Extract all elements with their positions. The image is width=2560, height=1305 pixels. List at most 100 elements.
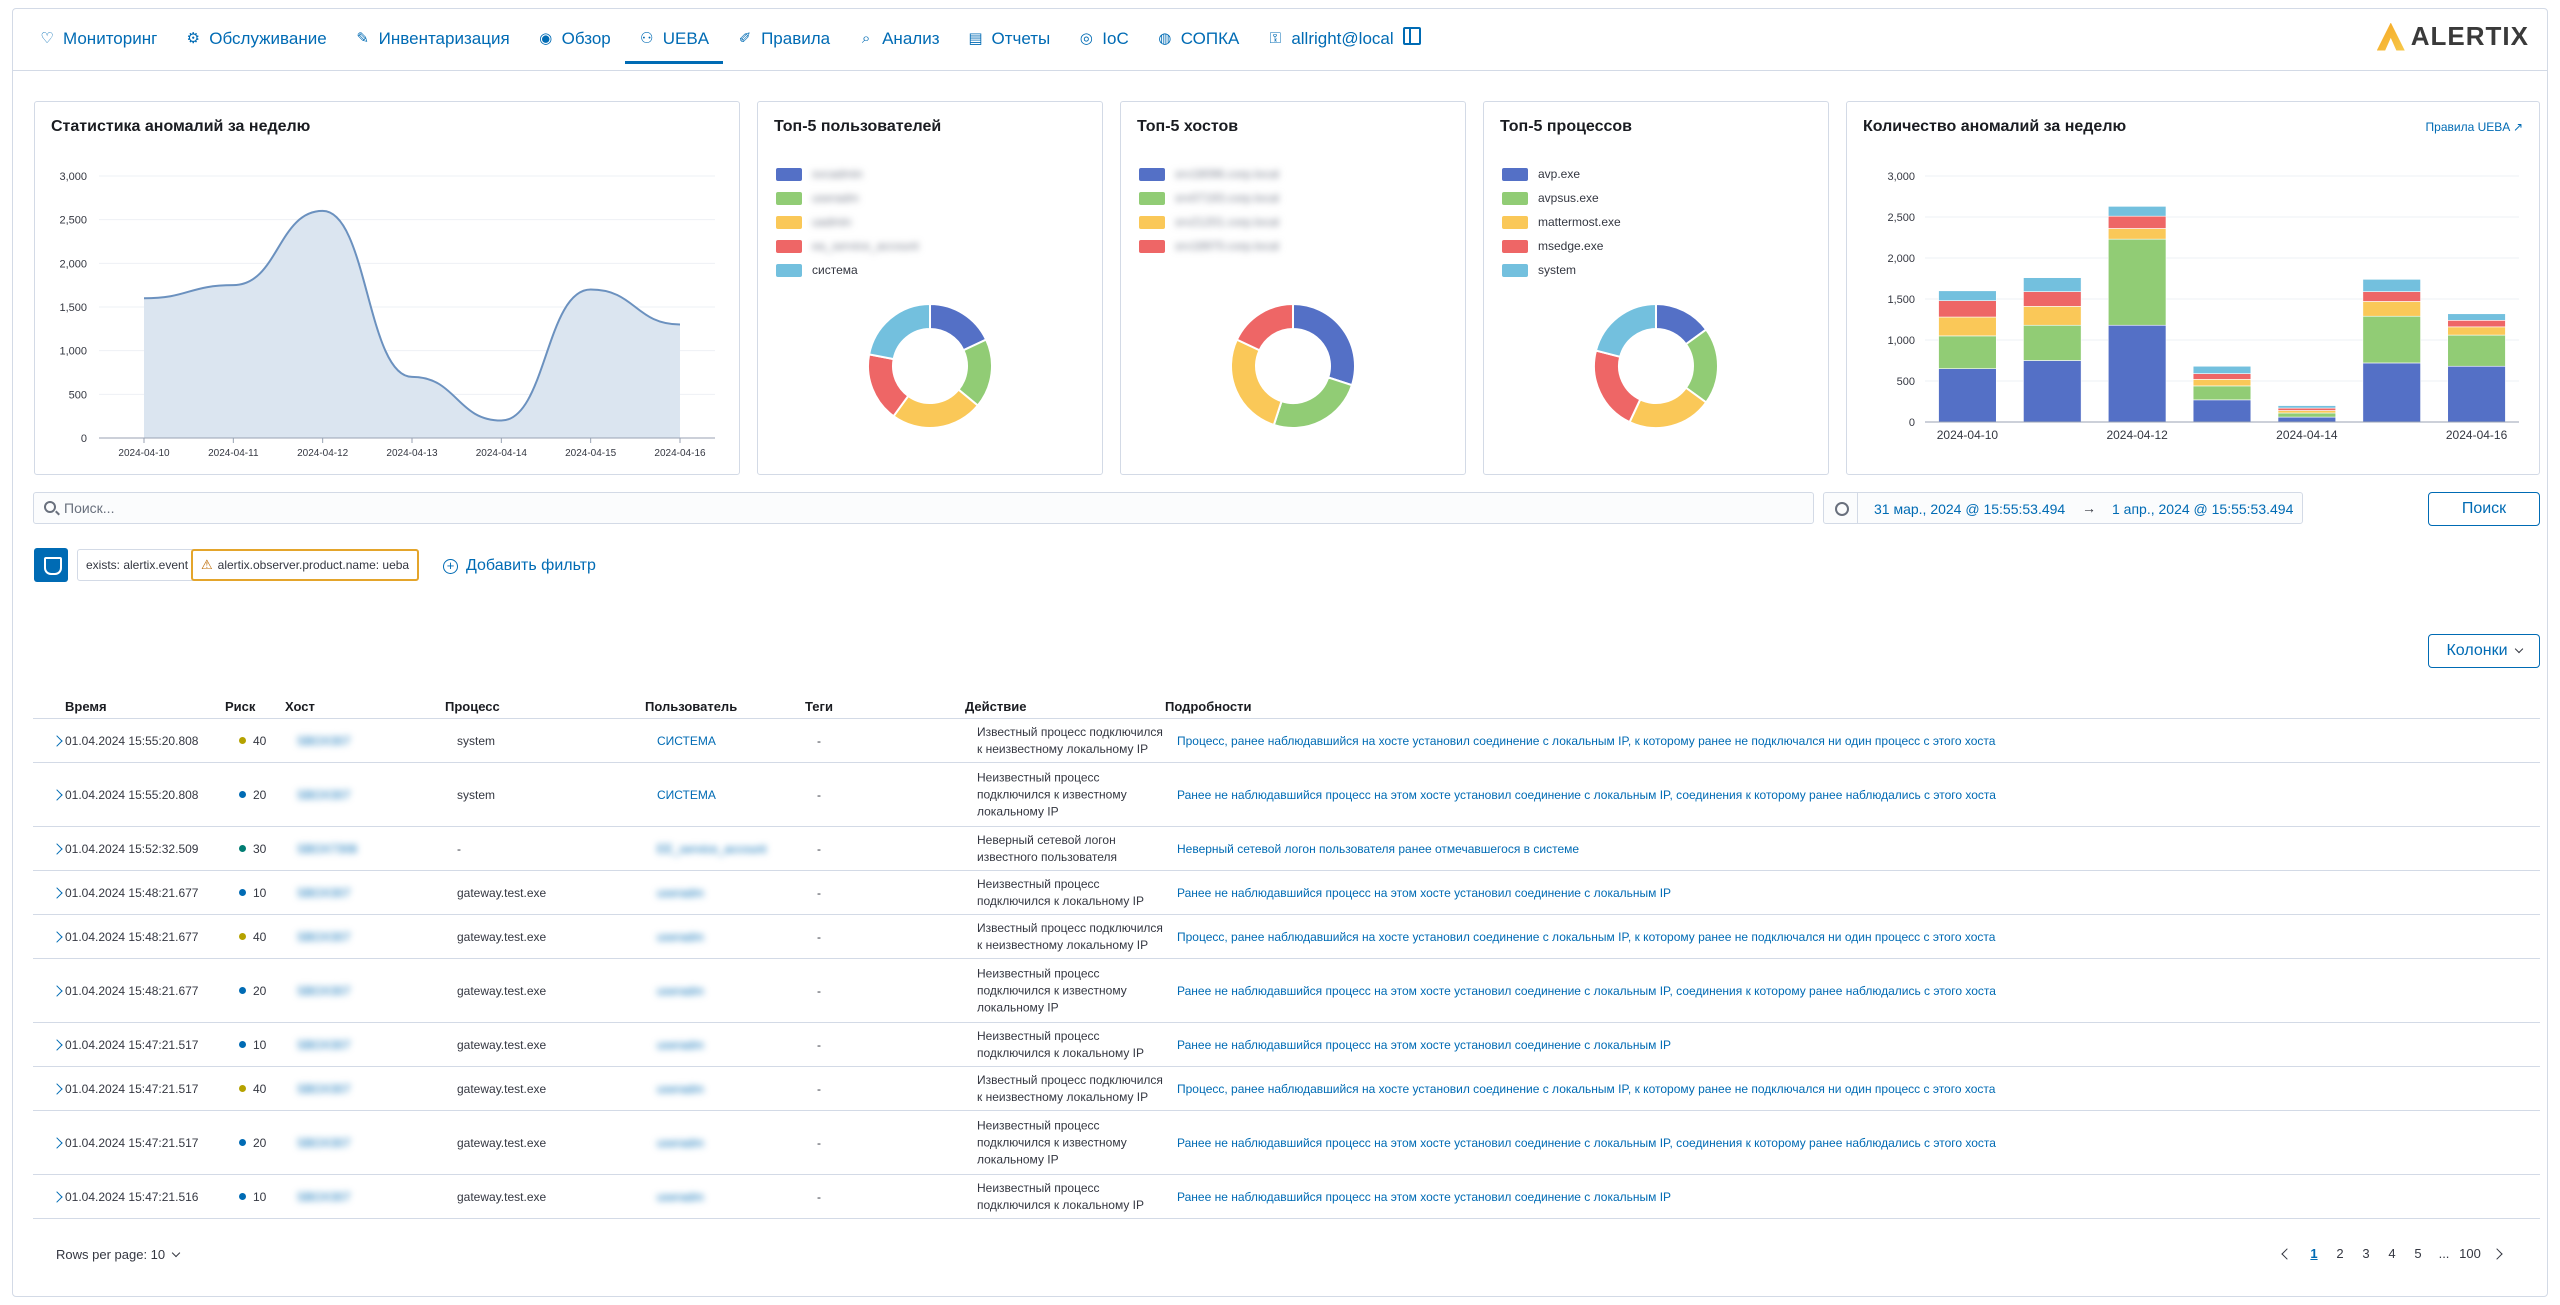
cell-details[interactable]: Ранее не наблюдавшийся процесс на этом х… (1177, 1189, 1672, 1204)
cell-user[interactable]: СИСТЕМА (657, 787, 716, 802)
legend-item[interactable]: avpsus.exe (1502, 186, 1621, 210)
nav-tab-9[interactable]: ◍ СОПКА (1143, 25, 1254, 64)
page-link[interactable]: 3 (2362, 1246, 2370, 1261)
cell-host[interactable]: SBOX307 (297, 1037, 351, 1052)
nav-tab-4[interactable]: ⚇ UEBA (624, 25, 724, 64)
table-row[interactable]: 01.04.2024 15:48:21.677 20 SBOX307 gatew… (33, 959, 2540, 1023)
col-details[interactable]: Подробности (1165, 699, 1252, 714)
page-link[interactable]: 100 (2459, 1246, 2481, 1261)
cell-host[interactable]: SBOX307 (297, 885, 351, 900)
col-process[interactable]: Процесс (445, 699, 500, 714)
col-tags[interactable]: Теги (805, 699, 833, 714)
cell-host[interactable]: SBOX307 (297, 733, 351, 748)
expand-chevron-icon[interactable] (51, 984, 63, 997)
legend-item[interactable]: srv21201.corp.local (1139, 210, 1279, 234)
nav-tab-3[interactable]: ◉ Обзор (524, 25, 625, 64)
legend-item[interactable]: srv18096.corp.local (1139, 162, 1279, 186)
legend-item[interactable]: avp.exe (1502, 162, 1621, 186)
table-row[interactable]: 01.04.2024 15:47:21.517 20 SBOX307 gatew… (33, 1111, 2540, 1175)
legend-item[interactable]: система (776, 258, 919, 282)
cell-details[interactable]: Процесс, ранее наблюдавшийся на хосте ус… (1177, 1081, 1996, 1096)
add-filter-button[interactable]: + Добавить фильтр (443, 557, 596, 575)
cell-host[interactable]: SBOX307 (297, 929, 351, 944)
nav-tab-5[interactable]: ✐ Правила (723, 25, 844, 64)
table-row[interactable]: 01.04.2024 15:52:32.509 30 SBOX7308 - EE… (33, 827, 2540, 871)
nav-tab-1[interactable]: ⚙ Обслуживание (171, 25, 340, 64)
table-row[interactable]: 01.04.2024 15:47:21.517 40 SBOX307 gatew… (33, 1067, 2540, 1111)
legend-item[interactable]: uadmin (776, 210, 919, 234)
col-time[interactable]: Время (65, 699, 107, 714)
legend-item[interactable]: ea_service_account (776, 234, 919, 258)
filter-chip-warning[interactable]: ⚠ alertix.observer.product.name: ueba (191, 549, 420, 581)
table-row[interactable]: 01.04.2024 15:48:21.677 10 SBOX307 gatew… (33, 871, 2540, 915)
page-link[interactable]: 1 (2310, 1246, 2318, 1261)
cell-details[interactable]: Ранее не наблюдавшийся процесс на этом х… (1177, 1037, 1672, 1052)
page-link[interactable]: 2 (2336, 1246, 2344, 1261)
col-risk[interactable]: Риск (225, 699, 256, 714)
search-button[interactable]: Поиск (2428, 492, 2540, 526)
nav-tab-10[interactable]: ⚿ allright@local (1253, 25, 1407, 64)
expand-chevron-icon[interactable] (51, 1082, 63, 1095)
cell-host[interactable]: SBOX307 (297, 787, 351, 802)
expand-chevron-icon[interactable] (51, 788, 63, 801)
cell-user[interactable]: useradm (657, 929, 704, 944)
chevron-right-icon[interactable] (2491, 1247, 2503, 1260)
rows-per-page-select[interactable]: Rows per page: 10 (56, 1247, 181, 1262)
nav-tab-0[interactable]: ♡ Мониторинг (25, 25, 171, 64)
nav-tab-2[interactable]: ✎ Инвентаризация (341, 25, 524, 64)
cell-host[interactable]: SBOX307 (297, 1189, 351, 1204)
table-row[interactable]: 01.04.2024 15:55:20.808 20 SBOX307 syste… (33, 763, 2540, 827)
nav-tab-6[interactable]: ⌕ Анализ (844, 25, 953, 64)
cell-user[interactable]: EE_service_account (657, 841, 767, 856)
cell-details[interactable]: Процесс, ранее наблюдавшийся на хосте ус… (1177, 733, 1996, 748)
expand-chevron-icon[interactable] (51, 842, 63, 855)
columns-button[interactable]: Колонки (2428, 634, 2540, 668)
panel-toggle-icon[interactable] (1403, 27, 1421, 45)
search-input[interactable] (64, 493, 1764, 523)
legend-item[interactable]: srv07193.corp.local (1139, 186, 1279, 210)
cell-host[interactable]: SBOX307 (297, 1135, 351, 1150)
col-action[interactable]: Действие (965, 699, 1027, 714)
date-to[interactable]: 1 апр., 2024 @ 15:55:53.494 (2112, 501, 2294, 517)
cell-user[interactable]: СИСТЕМА (657, 733, 716, 748)
cell-user[interactable]: useradm (657, 983, 704, 998)
cell-host[interactable]: SBOX307 (297, 983, 351, 998)
expand-chevron-icon[interactable] (51, 930, 63, 943)
search-bar[interactable] (33, 492, 1814, 524)
cell-details[interactable]: Ранее не наблюдавшийся процесс на этом х… (1177, 983, 1996, 998)
cell-details[interactable]: Ранее не наблюдавшийся процесс на этом х… (1177, 1135, 1996, 1150)
cell-host[interactable]: SBOX7308 (297, 841, 358, 856)
legend-item[interactable]: system (1502, 258, 1621, 282)
filter-toggle-icon[interactable] (34, 548, 68, 582)
table-row[interactable]: 01.04.2024 15:55:20.808 40 SBOX307 syste… (33, 719, 2540, 763)
table-row[interactable]: 01.04.2024 15:47:21.517 10 SBOX307 gatew… (33, 1023, 2540, 1067)
expand-chevron-icon[interactable] (51, 1038, 63, 1051)
cell-user[interactable]: useradm (657, 1037, 704, 1052)
expand-chevron-icon[interactable] (51, 1136, 63, 1149)
legend-item[interactable]: svcadmin (776, 162, 919, 186)
cell-user[interactable]: useradm (657, 1189, 704, 1204)
cell-details[interactable]: Процесс, ранее наблюдавшийся на хосте ус… (1177, 929, 1996, 944)
table-row[interactable]: 01.04.2024 15:48:21.677 40 SBOX307 gatew… (33, 915, 2540, 959)
cell-host[interactable]: SBOX307 (297, 1081, 351, 1096)
nav-tab-7[interactable]: ▤ Отчеты (954, 25, 1065, 64)
col-user[interactable]: Пользователь (645, 699, 738, 714)
expand-chevron-icon[interactable] (51, 1190, 63, 1203)
clock-icon[interactable] (1824, 493, 1858, 523)
expand-chevron-icon[interactable] (51, 734, 63, 747)
cell-details[interactable]: Ранее не наблюдавшийся процесс на этом х… (1177, 787, 1996, 802)
legend-item[interactable]: msedge.exe (1502, 234, 1621, 258)
date-from[interactable]: 31 мар., 2024 @ 15:55:53.494 (1874, 501, 2066, 517)
cell-details[interactable]: Неверный сетевой логон пользователя ране… (1177, 841, 1580, 856)
nav-tab-8[interactable]: ◎ IoC (1064, 25, 1142, 64)
legend-item[interactable]: srv18970.corp.local (1139, 234, 1279, 258)
expand-chevron-icon[interactable] (51, 886, 63, 899)
legend-item[interactable]: mattermost.exe (1502, 210, 1621, 234)
chevron-left-icon[interactable] (2281, 1247, 2293, 1260)
cell-user[interactable]: useradm (657, 885, 704, 900)
ueba-rules-link[interactable]: Правила UEBA ↗ (2425, 120, 2523, 134)
legend-item[interactable]: useradm (776, 186, 919, 210)
col-host[interactable]: Хост (285, 699, 315, 714)
date-range-picker[interactable]: 31 мар., 2024 @ 15:55:53.494 → 1 апр., 2… (1823, 492, 2303, 524)
table-row[interactable]: 01.04.2024 15:47:21.516 10 SBOX307 gatew… (33, 1175, 2540, 1219)
